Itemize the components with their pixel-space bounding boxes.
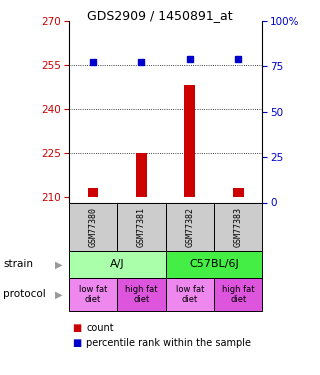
Bar	[69, 202, 117, 251]
Bar	[69, 278, 117, 311]
Bar	[166, 251, 262, 278]
Bar	[214, 278, 262, 311]
Text: strain: strain	[3, 260, 33, 269]
Bar	[136, 153, 147, 197]
Text: ▶: ▶	[55, 290, 63, 299]
Text: high fat
diet: high fat diet	[222, 285, 254, 304]
Bar	[117, 278, 166, 311]
Text: low fat
diet: low fat diet	[79, 285, 107, 304]
Bar	[166, 278, 214, 311]
Text: GSM77381: GSM77381	[137, 207, 146, 247]
Text: GDS2909 / 1450891_at: GDS2909 / 1450891_at	[87, 9, 233, 22]
Text: A/J: A/J	[110, 260, 124, 269]
Bar	[69, 251, 166, 278]
Bar	[88, 188, 98, 196]
Text: GSM77380: GSM77380	[89, 207, 98, 247]
Text: ▶: ▶	[55, 260, 63, 269]
Bar	[214, 202, 262, 251]
Bar	[166, 202, 214, 251]
Bar	[117, 202, 166, 251]
Text: ■: ■	[72, 323, 81, 333]
Text: high fat
diet: high fat diet	[125, 285, 158, 304]
Bar	[233, 188, 244, 196]
Text: C57BL/6J: C57BL/6J	[189, 260, 239, 269]
Text: low fat
diet: low fat diet	[176, 285, 204, 304]
Text: GSM77382: GSM77382	[185, 207, 194, 247]
Text: percentile rank within the sample: percentile rank within the sample	[86, 338, 252, 348]
Text: protocol: protocol	[3, 290, 46, 299]
Text: ■: ■	[72, 338, 81, 348]
Text: GSM77383: GSM77383	[234, 207, 243, 247]
Bar	[184, 85, 195, 196]
Text: count: count	[86, 323, 114, 333]
